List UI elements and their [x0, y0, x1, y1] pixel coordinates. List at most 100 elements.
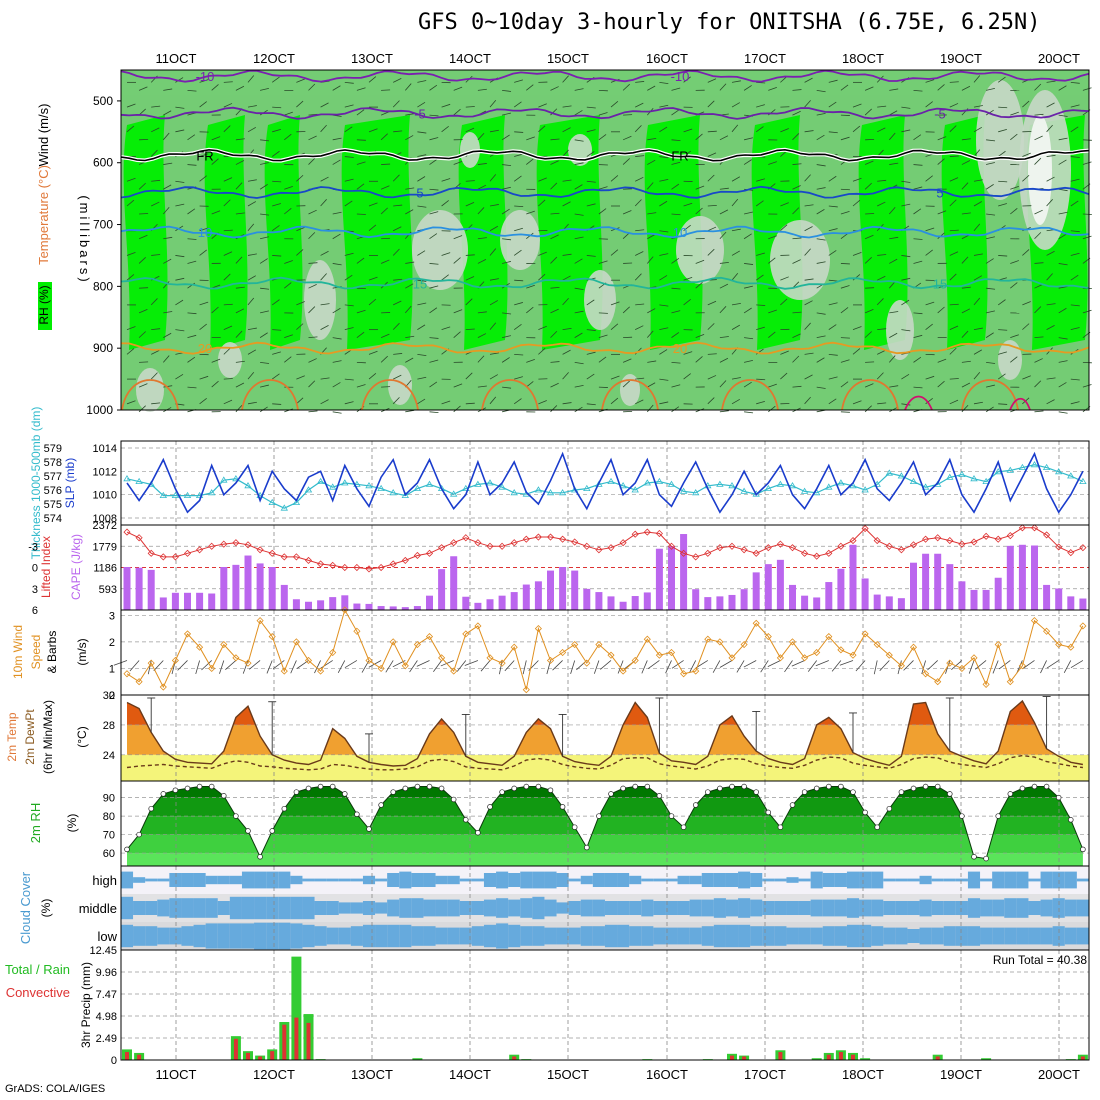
wind-barb — [223, 103, 233, 108]
wind-barb — [320, 377, 330, 380]
wind-barb — [961, 382, 971, 388]
wind-barb — [634, 125, 642, 133]
cloud-cover-bar — [205, 923, 218, 949]
wind-barb — [1070, 378, 1080, 381]
wind-speed-point — [788, 638, 797, 646]
wind-barb — [368, 202, 378, 207]
wind-barb — [816, 164, 826, 167]
cloud-cover-bar — [120, 924, 134, 948]
cloud-cover-bar — [544, 927, 557, 945]
wind-barb — [816, 134, 825, 141]
wind-barb — [126, 199, 135, 207]
rh-point — [934, 783, 941, 790]
wind-barb — [707, 300, 717, 306]
wind-barb — [1034, 358, 1043, 363]
wind-barb — [889, 162, 899, 165]
rh2m-units: (%) — [65, 814, 79, 833]
top-xtick-label: 17OCT — [744, 51, 786, 66]
wind-barb — [755, 274, 764, 281]
cape-bar — [1006, 545, 1014, 610]
wind-speed-point — [982, 680, 990, 688]
thickness-point — [123, 475, 131, 482]
cloud-cover-bar — [883, 878, 896, 882]
wind-barb — [1070, 156, 1080, 158]
wind-barb — [925, 249, 933, 256]
wind-barb — [126, 252, 136, 256]
temperature-contour-label: 15 — [413, 276, 427, 291]
wind-barb — [731, 102, 740, 108]
wind-barb — [163, 332, 172, 338]
rh2m-label: 2m RH — [28, 803, 43, 843]
li-point — [861, 524, 869, 533]
wind-barb — [816, 187, 826, 190]
wind-barb — [356, 257, 365, 264]
wind-barb — [671, 332, 680, 338]
cloud-cover-bar — [955, 926, 968, 946]
wind-barb — [1046, 399, 1055, 405]
wind-barb — [792, 110, 801, 116]
cloud-cover-bar — [774, 901, 787, 915]
wind-barb-10m — [921, 660, 926, 675]
wind-barb — [138, 331, 146, 338]
wind-speed-point — [752, 619, 760, 627]
cape-bar — [692, 589, 700, 610]
wind-speed-point — [559, 648, 567, 657]
wind-barb — [453, 108, 461, 116]
wind-barb — [598, 134, 607, 141]
cloud-cover-bar — [471, 901, 484, 915]
wind-barb — [247, 349, 256, 355]
wind-speed-point — [280, 667, 288, 675]
wind-barb — [1046, 273, 1053, 281]
wind-barb — [296, 174, 304, 182]
wind-barb — [888, 355, 896, 363]
wind-barb — [284, 208, 292, 215]
rh-tick-label: 70 — [103, 830, 115, 842]
wind-barb — [961, 286, 971, 289]
wind-barb — [150, 298, 158, 306]
wind-barb — [610, 323, 619, 330]
li-point — [595, 546, 603, 554]
wind-barb — [429, 359, 439, 363]
wind-barb — [380, 185, 390, 190]
wind-barb — [961, 360, 971, 363]
wind-barb — [949, 347, 957, 355]
wind-barb — [756, 104, 765, 108]
rh-point — [184, 785, 191, 792]
wind-barb — [635, 377, 645, 380]
wind-barb — [175, 180, 185, 183]
wind-barb — [235, 286, 245, 289]
wind-barb — [404, 83, 412, 91]
rh-point — [475, 829, 481, 836]
wind-barb — [1058, 382, 1067, 388]
cape-bar — [680, 534, 688, 610]
wind-barb — [889, 385, 899, 388]
wind-barb — [235, 182, 243, 190]
cape-bar — [413, 606, 421, 610]
wind-speed-point — [776, 654, 784, 662]
wind-speed-point — [885, 651, 893, 659]
wind-barb — [477, 311, 487, 314]
wind-barb — [235, 212, 245, 215]
wind-barb — [332, 211, 342, 215]
wind-barb — [1058, 360, 1068, 363]
wind-barb — [550, 405, 558, 413]
slp-tick-label: 1014 — [93, 443, 117, 455]
wind-barb — [876, 372, 884, 380]
precip-convective-bar — [246, 1052, 250, 1060]
wind-barb — [441, 274, 449, 281]
wind-barb — [840, 232, 849, 240]
wind-speed-point — [837, 646, 845, 654]
wind-barb — [768, 161, 777, 165]
cape-bar — [740, 589, 748, 610]
wind-barb — [489, 374, 498, 380]
wind-barb — [949, 81, 959, 83]
wind-barb — [683, 351, 693, 355]
rh-band-fill — [127, 786, 1083, 798]
wind-barb — [320, 176, 329, 182]
rh-point — [959, 813, 965, 819]
wind-barb — [320, 102, 329, 108]
rh-point — [765, 809, 772, 816]
wind-barb-10m — [113, 660, 128, 666]
dewpt-label: 2m DewPt — [23, 709, 37, 765]
thickness-point — [909, 477, 918, 484]
